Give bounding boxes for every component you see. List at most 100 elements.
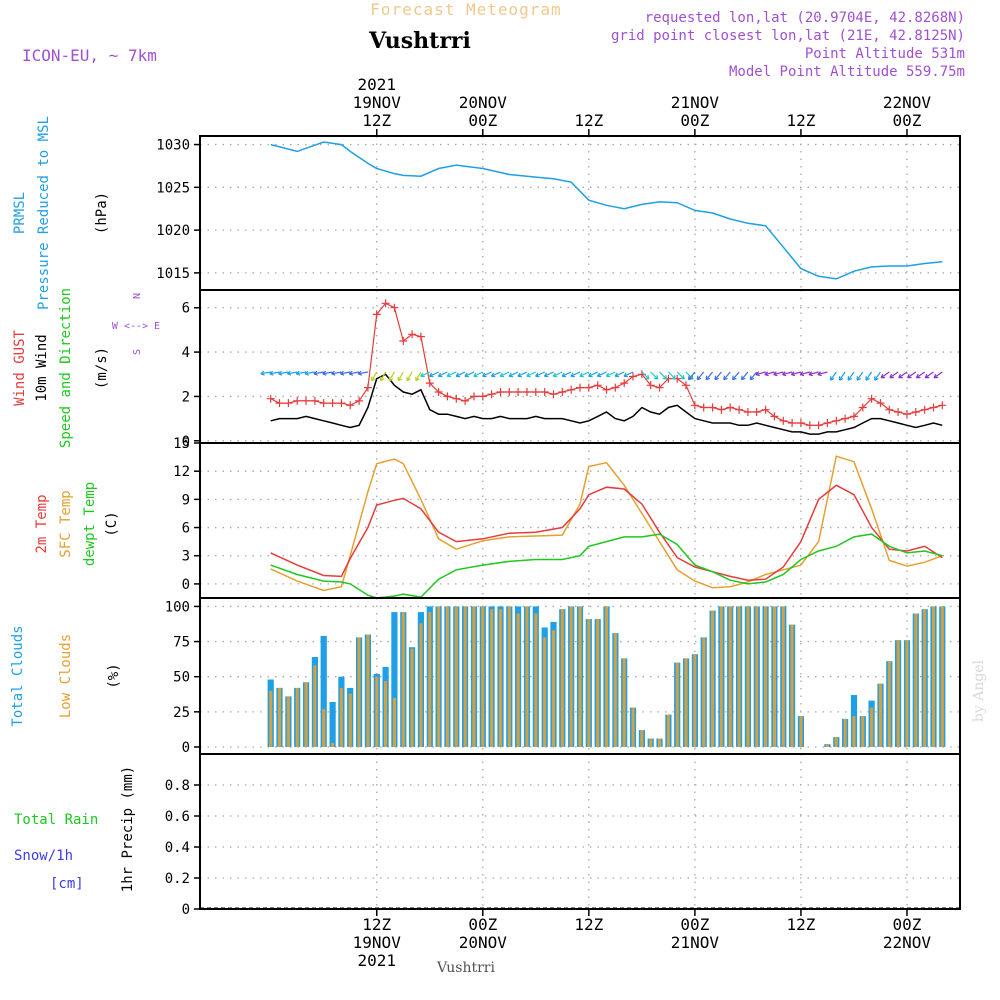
wind-gust-point	[602, 385, 611, 394]
bottom-time-label: 00Z	[680, 915, 709, 934]
wind-direction-arrow	[933, 371, 943, 379]
top-time-label: 00Z	[468, 111, 497, 130]
panel-border	[199, 135, 961, 291]
temp-2m-label: 2m Temp	[34, 494, 50, 553]
wind-arrow-head	[799, 371, 805, 377]
wind-arrow-head	[915, 373, 921, 379]
snow-label: Snow/1h	[14, 848, 73, 864]
wind-direction-arrow	[371, 371, 378, 381]
wind-direction-arrow	[446, 371, 457, 377]
low-cloud-bar	[622, 658, 626, 747]
low-cloud-bar	[702, 637, 706, 747]
wind-arrow-head	[397, 376, 403, 382]
footer-credit: by Angel	[971, 659, 987, 722]
wind-arrow-head	[847, 376, 853, 381]
wind-gust-point	[832, 416, 841, 425]
temp-panel-labels: 2m Temp SFC Temp dewpt Temp (C)	[34, 482, 120, 566]
wind-direction-arrow	[847, 371, 855, 381]
wind-direction-arrow	[322, 371, 333, 375]
wind-10m-label: 10m Wind	[34, 334, 50, 401]
wind-arrow-head	[705, 375, 711, 381]
y-tick-label: 1015	[156, 266, 190, 282]
wind-gust-point	[593, 381, 602, 390]
wind-speed-direction-label: Speed and Direction	[58, 288, 74, 448]
wind-gust-point	[319, 399, 328, 408]
wind-direction-arrow	[773, 371, 784, 376]
wind-direction-arrow	[340, 371, 351, 375]
wind-direction-arrow	[455, 371, 466, 377]
wind-arrow-head	[420, 372, 425, 378]
wind-direction-arrow	[464, 371, 475, 377]
total-rain-label: Total Rain	[14, 812, 98, 828]
wind-arrow-head	[357, 370, 363, 376]
wind-arrow-head	[605, 372, 611, 378]
wind-direction-arrow	[438, 371, 448, 377]
wind-arrow-head	[856, 376, 862, 381]
wind-arrow-head	[379, 376, 385, 382]
panel-1: 0 2 4 6	[182, 290, 960, 450]
low-cloud-bar	[666, 714, 670, 747]
bottom-time-label: 00Z	[893, 915, 922, 934]
wind-direction-arrow	[741, 371, 749, 381]
wind-gust-point	[708, 403, 717, 412]
wind-arrow-head	[662, 375, 668, 380]
wind-arrow-head	[680, 375, 685, 380]
low-cloud-bar	[543, 637, 547, 747]
y-tick-label: 50	[173, 670, 190, 686]
wind-gust-point	[841, 414, 850, 423]
total-clouds-label: Total Clouds	[10, 625, 26, 726]
low-cloud-bar	[578, 606, 582, 747]
wind-gust-point	[284, 399, 293, 408]
bottom-time-label: 2021	[357, 951, 396, 970]
header-model-altitude: Model Point Altitude 559.75m	[729, 64, 965, 80]
wind-direction-arrow	[535, 371, 545, 377]
wind-arrow-head	[429, 372, 434, 378]
cloud-panel-labels: Total Clouds Low Clouds (%)	[10, 625, 122, 726]
wind-direction-arrow	[614, 371, 625, 377]
wind-arrow-head	[865, 376, 870, 381]
low-cloud-bar	[631, 707, 635, 747]
low-cloud-bar	[384, 680, 388, 747]
low-cloud-bar	[799, 716, 803, 747]
top-time-label: 22NOV	[883, 93, 932, 112]
wind-gust-point	[929, 403, 938, 412]
wind-gust-point	[310, 396, 319, 405]
y-tick-label: 0.6	[165, 809, 190, 825]
low-cloud-bar	[940, 606, 944, 747]
wind-gust-point	[328, 399, 337, 408]
wind-gust-point	[690, 401, 699, 410]
wind-gust-point	[903, 410, 911, 419]
wind-arrow-head	[304, 370, 309, 376]
wind-gust-point	[496, 388, 505, 396]
wind-direction-arrow	[544, 371, 554, 377]
wind-gust-point	[920, 405, 929, 414]
wind-arrow-head	[880, 373, 886, 379]
wind-direction-arrow	[561, 371, 572, 377]
wind-arrow-head	[446, 372, 452, 378]
y-tick-label: 0.2	[165, 871, 190, 887]
wind-arrow-head	[517, 372, 522, 378]
low-cloud-bar	[658, 738, 662, 747]
low-cloud-bar	[870, 707, 874, 747]
low-cloud-bar	[286, 696, 290, 747]
wind-direction-arrow	[388, 371, 395, 381]
wind-compass: N W <--> E S	[112, 293, 160, 355]
pressure-line	[270, 141, 943, 280]
wind-direction-arrow	[606, 371, 616, 377]
wind-arrow-head	[371, 376, 376, 382]
wind-gust-point	[894, 408, 903, 416]
wind-arrow-head	[482, 372, 487, 378]
wind-direction-arrow	[429, 371, 439, 377]
low-cloud-bar	[825, 744, 829, 747]
low-cloud-bar	[649, 738, 653, 747]
y-tick-label: 0	[182, 434, 190, 450]
wind-arrow-head	[781, 371, 787, 377]
wind-gust-point	[699, 403, 708, 412]
wind-arrow-head	[790, 371, 796, 377]
panel-border	[199, 289, 961, 444]
wind-direction-arrow	[473, 371, 484, 377]
wind-direction-arrow	[641, 371, 650, 380]
wind-arrow-head	[552, 372, 558, 378]
low-cloud-bar	[569, 606, 573, 747]
wind-arrow-head	[543, 372, 549, 378]
